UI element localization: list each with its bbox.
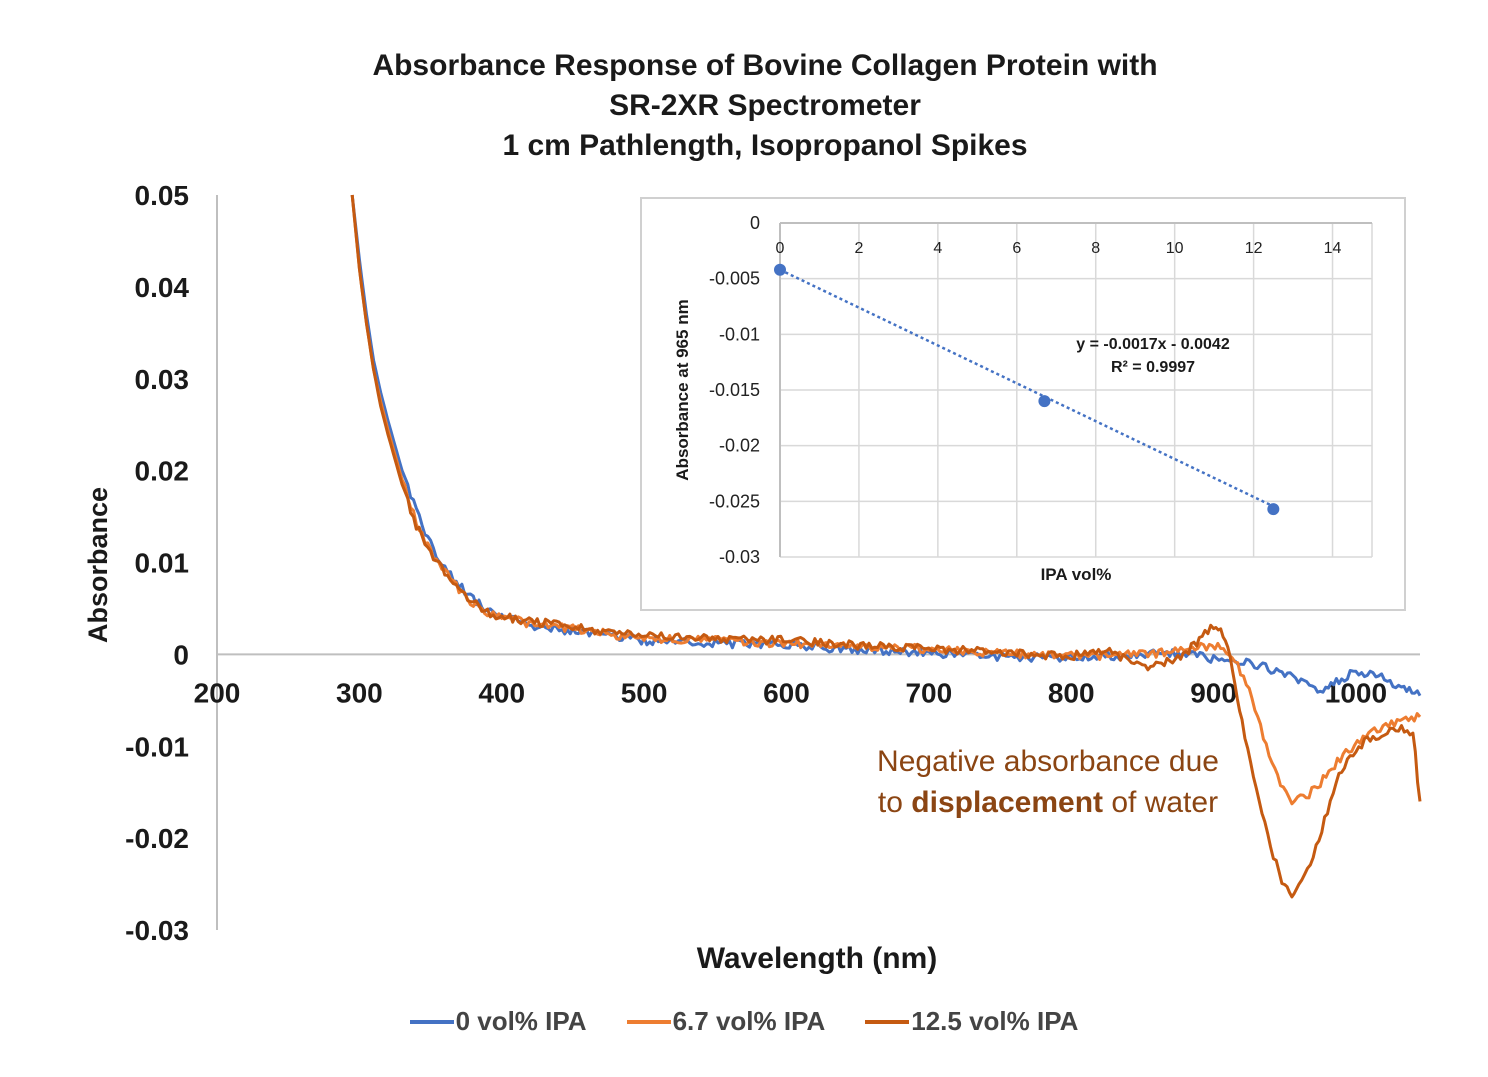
inset-x-tick-label: 12 bbox=[1245, 240, 1263, 257]
inset-data-point bbox=[1038, 395, 1051, 408]
inset-series bbox=[774, 263, 1280, 516]
annotation-bold-word: displacement bbox=[911, 786, 1103, 819]
annotation-line-1: Negative absorbance due bbox=[877, 745, 1219, 778]
trendline-r-squared: R² = 0.9997 bbox=[1111, 359, 1195, 376]
chart-title-line-2: SR-2XR Spectrometer bbox=[609, 89, 921, 122]
legend-item-12-5-vol: 12.5 vol% IPA bbox=[865, 1006, 1078, 1037]
inset-data-point bbox=[1267, 503, 1280, 516]
inset-data-point bbox=[774, 263, 786, 276]
legend-item-0-vol: 0 vol% IPA bbox=[409, 1006, 587, 1037]
x-tick-label: 400 bbox=[478, 677, 525, 708]
annotation-line-2-post: of water bbox=[1103, 786, 1218, 819]
y-tick-label: 0 bbox=[173, 639, 189, 670]
x-tick-label: 600 bbox=[763, 677, 810, 708]
inset-x-tick-label: 2 bbox=[854, 240, 863, 257]
inset-y-tick-label: 0 bbox=[750, 213, 760, 233]
x-tick-label: 700 bbox=[905, 677, 952, 708]
chart-title: Absorbance Response of Bovine Collagen P… bbox=[0, 46, 1488, 166]
y-tick-label: 0.03 bbox=[135, 364, 190, 395]
inset-chart: 0 -0.005 -0.01 -0.015 -0.02 -0.025 -0.03 0 2 4 6 8 1… bbox=[640, 197, 1406, 611]
inset-trendline bbox=[779, 268, 1274, 508]
y-tick-label: 0.04 bbox=[135, 272, 190, 303]
y-axis-label: Absorbance bbox=[83, 487, 113, 643]
y-tick-label: -0.02 bbox=[125, 823, 189, 854]
y-tick-label: 0.02 bbox=[135, 456, 190, 487]
inset-y-tick-label: -0.025 bbox=[709, 491, 760, 511]
negative-absorbance-annotation: Negative absorbance due to displacement … bbox=[877, 745, 1219, 819]
inset-axes: 0 -0.005 -0.01 -0.015 -0.02 -0.025 -0.03 0 2 4 6 8 1… bbox=[709, 213, 1372, 567]
y-tick-label: -0.01 bbox=[125, 731, 189, 762]
legend-item-6-7-vol: 6.7 vol% IPA bbox=[626, 1006, 826, 1037]
chart-title-line-1: Absorbance Response of Bovine Collagen P… bbox=[372, 49, 1158, 82]
y-tick-label: -0.03 bbox=[125, 915, 189, 946]
inset-y-tick-label: -0.015 bbox=[709, 380, 760, 400]
annotation-line-2-pre: to bbox=[878, 786, 911, 819]
inset-x-axis-label: IPA vol% bbox=[1041, 565, 1112, 584]
legend-label-6-7-vol: 6.7 vol% IPA bbox=[672, 1006, 826, 1036]
x-tick-label: 800 bbox=[1048, 677, 1095, 708]
legend: 0 vol% IPA 6.7 vol% IPA 12.5 vol% IPA bbox=[0, 1006, 1488, 1037]
inset-x-tick-label: 4 bbox=[933, 240, 942, 257]
x-tick-label: 900 bbox=[1190, 677, 1237, 708]
annotation-line-2: to displacement of water bbox=[878, 786, 1218, 819]
legend-swatch-6-7-vol bbox=[626, 1019, 671, 1024]
inset-y-tick-label: -0.02 bbox=[719, 436, 760, 456]
legend-label-12-5-vol: 12.5 vol% IPA bbox=[911, 1006, 1079, 1036]
inset-x-tick-label: 14 bbox=[1324, 240, 1342, 257]
x-axis-label: Wavelength (nm) bbox=[697, 942, 938, 975]
inset-frame bbox=[640, 197, 1406, 611]
main-series bbox=[350, 194, 1422, 899]
legend-swatch-0-vol bbox=[409, 1019, 454, 1024]
trendline-equation: y = -0.0017x - 0.0042 bbox=[1076, 336, 1230, 353]
inset-y-tick-label: -0.01 bbox=[719, 324, 760, 344]
inset-x-tick-label: 10 bbox=[1166, 240, 1184, 257]
y-tick-label: 0.01 bbox=[135, 548, 190, 579]
inset-x-tick-label: 6 bbox=[1012, 240, 1021, 257]
x-tick-label: 200 bbox=[194, 677, 241, 708]
chart-title-line-3: 1 cm Pathlength, Isopropanol Spikes bbox=[502, 129, 1028, 162]
legend-swatch-12-5-vol bbox=[865, 1019, 910, 1024]
series-line-2 bbox=[350, 194, 1422, 899]
y-tick-label: 0.05 bbox=[135, 180, 190, 211]
inset-y-tick-label: -0.03 bbox=[719, 547, 760, 567]
legend-label-0-vol: 0 vol% IPA bbox=[455, 1006, 587, 1036]
x-tick-label: 500 bbox=[621, 677, 668, 708]
inset-y-tick-label: -0.005 bbox=[709, 269, 760, 289]
x-tick-label: 300 bbox=[336, 677, 383, 708]
inset-x-tick-label: 8 bbox=[1091, 240, 1100, 257]
inset-y-axis-label: Absorbance at 965 nm bbox=[673, 299, 692, 480]
inset-x-tick-label: 0 bbox=[776, 240, 785, 257]
